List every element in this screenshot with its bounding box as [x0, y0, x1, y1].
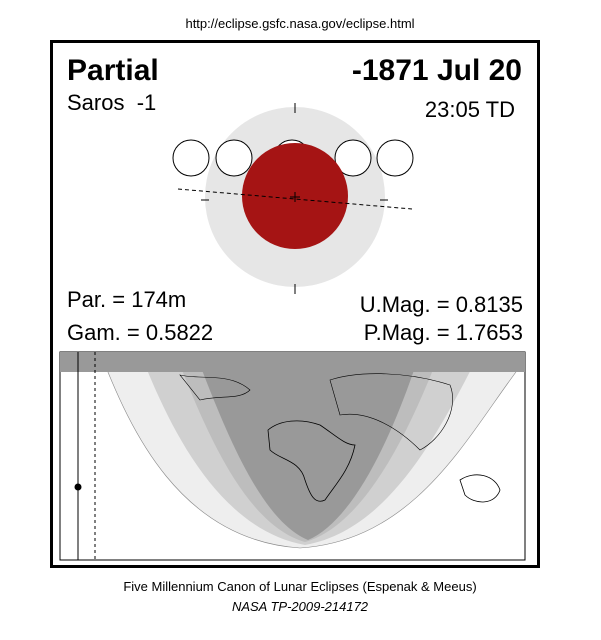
eclipse-type: Partial: [67, 54, 159, 87]
eclipse-geometry: [172, 103, 414, 294]
map-shape: [459, 474, 501, 503]
map-shape: [60, 352, 525, 372]
ticks: [201, 103, 388, 294]
gamma: Gam. = 0.5822: [67, 320, 213, 345]
umbral-magnitude: U.Mag. = 0.8135: [360, 292, 523, 317]
reference: NASA TP-2009-214172: [232, 599, 369, 614]
saros: Saros -1: [67, 90, 156, 115]
canon: Five Millennium Canon of Lunar Eclipses …: [123, 579, 476, 594]
visibility-map: [59, 351, 526, 561]
map-shape: [60, 352, 525, 549]
eclipse-date: -1871 Jul 20: [352, 54, 522, 87]
url: http://eclipse.gsfc.nasa.gov/eclipse.htm…: [185, 16, 414, 31]
map-shape: [267, 420, 356, 502]
map-shape: [172, 139, 210, 177]
map-shape: [74, 483, 82, 491]
map-shape: [329, 373, 453, 451]
map-shape: [334, 139, 372, 177]
map-shape: [215, 139, 253, 177]
map-shape: [179, 374, 251, 401]
map-shape: [195, 352, 420, 540]
penumbral-magnitude: P.Mag. = 1.7653: [364, 320, 523, 345]
time: 23:05 TD: [425, 97, 515, 122]
map-shape: [376, 139, 414, 177]
partial-duration: Par. = 174m: [67, 287, 186, 312]
